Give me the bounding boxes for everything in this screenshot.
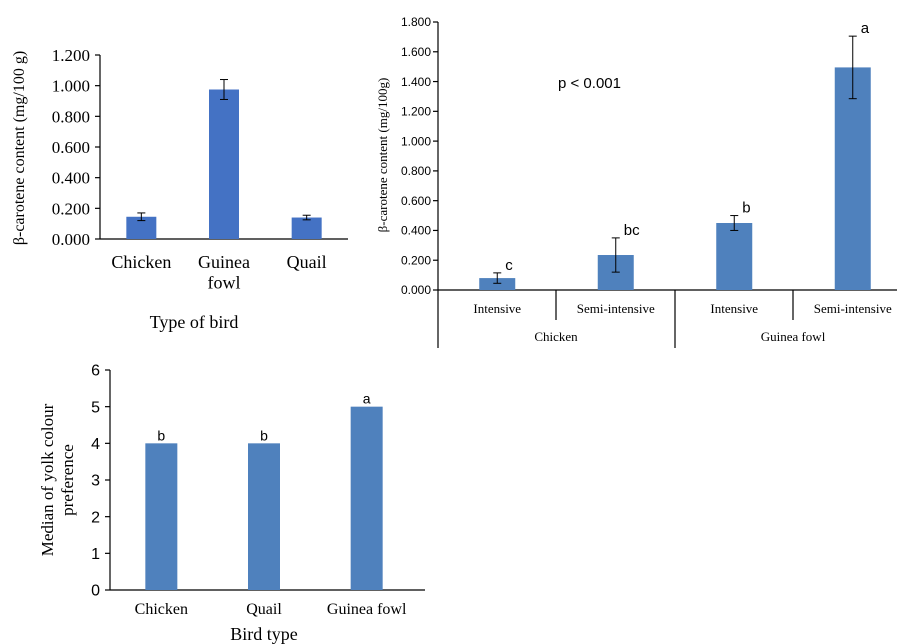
c1-y-tick-label: 0.600 (52, 138, 90, 157)
c2-x-tick-label: Semi-intensive (814, 301, 892, 316)
c3-y-tick-label: 4 (91, 436, 100, 453)
c1-bars (126, 79, 322, 239)
c2-x-tick-label: Intensive (473, 301, 521, 316)
c2-y-tick-label: 1.800 (401, 15, 431, 29)
c2-y-tick-label: 1.000 (401, 134, 431, 148)
c1-y-tick-label: 0.200 (52, 199, 90, 218)
c2-bar (834, 67, 871, 291)
c1-y-tick-label: 1.200 (52, 46, 90, 65)
c2-significance-letter: bc (624, 222, 640, 239)
c3-y-tick-label: 1 (91, 546, 100, 563)
c1-x-tick-label: Quail (287, 252, 327, 272)
c2-bars: c bc b a (479, 20, 871, 291)
c3-significance-letter: b (157, 427, 165, 443)
chart-beta-carotene-by-bird: 0.000 0.200 0.400 0.600 0.800 1.000 1.200 Chic… (11, 46, 348, 332)
c2-bar (479, 278, 516, 290)
c2-group-label-guinea-fowl: Guinea fowl (761, 329, 826, 344)
c3-x-tick-label: Guinea fowl (327, 601, 407, 618)
c3-y-tick-label: 0 (91, 583, 100, 600)
c2-x-tick-label: Semi-intensive (577, 301, 655, 316)
c3-y-axis-title: Median of yolk colour preference (38, 403, 77, 556)
c1-x-axis-title: Type of bird (150, 312, 239, 332)
c1-y-tick-label: 0.400 (52, 169, 90, 188)
chart-beta-carotene-by-system: 0.000 0.200 0.400 0.600 0.800 1.000 1.200 1.400… (375, 15, 897, 348)
c3-bars: b b a (145, 391, 383, 590)
c2-significance-letter: b (742, 200, 750, 217)
c3-y-ticks: 0 1 2 3 4 5 6 (91, 363, 110, 600)
c2-significance-letter: c (505, 257, 513, 274)
c1-bar (126, 216, 157, 239)
c3-y-tick-label: 2 (91, 509, 100, 526)
c3-y-axis-title-line-1: Median of yolk colour (38, 403, 57, 556)
c2-p-value-annotation: p < 0.001 (558, 75, 621, 92)
c2-y-tick-label: 1.400 (401, 75, 431, 89)
c1-y-ticks: 0.000 0.200 0.400 0.600 0.800 1.000 1.200 (52, 46, 100, 249)
c2-x-tick-label: Intensive (710, 301, 758, 316)
c2-bar (716, 223, 753, 290)
c3-bar (145, 443, 178, 590)
c3-bar (248, 443, 280, 590)
c2-y-tick-label: 0.200 (401, 253, 431, 267)
c3-y-tick-label: 5 (91, 399, 100, 416)
c2-category-dividers (437, 290, 794, 348)
c3-x-tick-labels: Chicken Quail Guinea fowl (135, 601, 407, 618)
c2-y-tick-label: 0.000 (401, 283, 431, 297)
c1-x-tick-label: fowl (208, 273, 241, 293)
c3-significance-letter: b (260, 427, 268, 443)
c3-y-tick-label: 6 (91, 363, 100, 380)
c3-bar (350, 406, 383, 590)
c1-y-axis-title: β-carotene content (mg/100 g) (11, 51, 28, 245)
c2-y-tick-label: 1.200 (401, 105, 431, 119)
c2-y-tick-label: 0.600 (401, 194, 431, 208)
c3-x-tick-label: Chicken (135, 601, 188, 618)
c3-y-axis-title-line-2: preference (58, 444, 77, 516)
c1-x-tick-label: Guinea (198, 252, 250, 272)
c2-y-tick-label: 0.800 (401, 164, 431, 178)
c2-significance-letter: a (861, 20, 870, 37)
chart-yolk-colour-preference: 0 1 2 3 4 5 6 b b a Chicken Quail Guinea fowl Bird… (38, 363, 425, 644)
c3-x-axis-title: Bird type (230, 624, 298, 644)
c2-group-label-chicken: Chicken (534, 329, 578, 344)
c2-y-tick-label: 1.600 (401, 45, 431, 59)
c3-x-tick-label: Quail (246, 601, 282, 618)
c1-y-tick-label: 0.800 (52, 107, 90, 126)
c1-y-tick-label: 0.000 (52, 230, 90, 249)
c2-y-tick-label: 0.400 (401, 224, 431, 238)
c1-y-tick-label: 1.000 (52, 77, 90, 96)
c3-significance-letter: a (363, 391, 371, 407)
c1-bar (209, 89, 239, 239)
c2-y-ticks: 0.000 0.200 0.400 0.600 0.800 1.000 1.200 1.400… (401, 15, 438, 297)
c2-y-axis-title: β-carotene content (mg/100g) (375, 78, 390, 233)
c2-x-tick-labels: Intensive Semi-intensive Intensive Semi-int… (473, 301, 892, 316)
c1-x-tick-label: Chicken (111, 252, 171, 272)
c1-bar (291, 217, 322, 239)
c3-y-tick-label: 3 (91, 473, 100, 490)
